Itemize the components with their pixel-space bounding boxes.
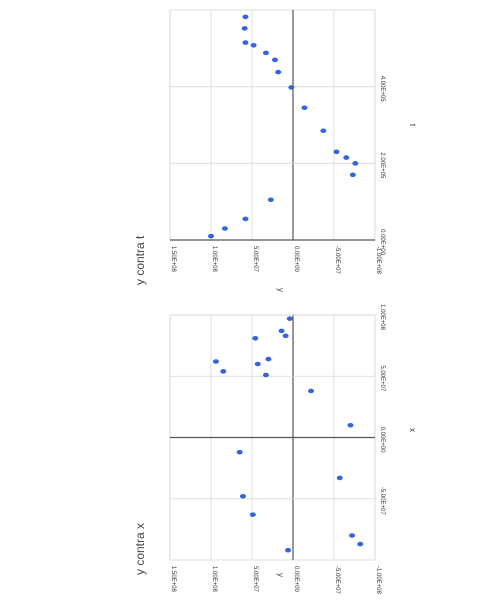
data-point bbox=[262, 372, 269, 378]
x-tick-label: 0.00E+00 bbox=[379, 427, 385, 454]
y-tick-label: -1.00E+08 bbox=[375, 246, 381, 275]
data-point bbox=[320, 128, 327, 134]
y-tick-label: 1.00E+08 bbox=[211, 246, 217, 273]
x-tick-label: 2.00E+05 bbox=[379, 152, 385, 179]
data-point bbox=[349, 172, 356, 178]
data-point bbox=[357, 541, 364, 547]
x-tick-label: 5.00E+07 bbox=[379, 365, 385, 392]
x-tick-label: 4.00E+05 bbox=[379, 76, 385, 103]
x-axis-label: t bbox=[408, 124, 417, 127]
y-tick-label: -5.00E+07 bbox=[334, 246, 340, 275]
y-tick-label: 1.00E+08 bbox=[211, 566, 217, 593]
data-point bbox=[286, 316, 293, 321]
y-axis-label: y bbox=[276, 573, 285, 577]
data-point bbox=[250, 42, 257, 48]
data-point bbox=[236, 449, 243, 455]
y-tick-label: 5.00E+07 bbox=[252, 566, 258, 593]
data-point bbox=[343, 155, 350, 160]
y-axis-label: y bbox=[276, 288, 285, 292]
y-tick-label: 0.00E+00 bbox=[293, 246, 299, 273]
data-point bbox=[333, 149, 340, 155]
data-point bbox=[278, 328, 285, 334]
data-point bbox=[267, 197, 274, 203]
data-point bbox=[262, 50, 269, 56]
data-point bbox=[220, 369, 227, 374]
data-point bbox=[221, 226, 228, 231]
data-point bbox=[242, 14, 249, 20]
data-point bbox=[265, 356, 272, 362]
data-point bbox=[347, 422, 354, 428]
data-point bbox=[301, 105, 308, 111]
y-tick-label: 0.00E+00 bbox=[293, 566, 299, 593]
plot-area-border bbox=[169, 9, 376, 241]
y-tick-label: -5.00E+07 bbox=[334, 566, 340, 595]
data-point bbox=[275, 69, 282, 75]
data-point bbox=[212, 359, 219, 364]
data-point bbox=[239, 494, 246, 499]
y-tick-label: 5.00E+07 bbox=[252, 246, 258, 273]
x-tick-label: 1.00E+08 bbox=[379, 304, 385, 331]
data-point bbox=[282, 333, 289, 339]
x-axis-label: x bbox=[408, 428, 417, 432]
y-tick-label: -1.00E+08 bbox=[375, 566, 381, 595]
chart-title: y contra x bbox=[133, 523, 147, 575]
data-point bbox=[241, 26, 248, 31]
x-tick-label: -5.00E+07 bbox=[379, 487, 385, 516]
data-point bbox=[349, 533, 356, 538]
chart-title: y contra t bbox=[133, 235, 147, 285]
data-point bbox=[249, 512, 256, 517]
data-point bbox=[352, 161, 359, 166]
data-point bbox=[252, 335, 259, 341]
data-point bbox=[242, 40, 249, 45]
data-point bbox=[288, 85, 295, 90]
data-point bbox=[285, 547, 292, 553]
data-point bbox=[242, 216, 249, 222]
data-point bbox=[208, 233, 214, 239]
data-point bbox=[254, 361, 261, 367]
y-tick-label: 1.50E+08 bbox=[170, 246, 176, 273]
data-point bbox=[271, 57, 278, 63]
y-tick-label: 1.50E+08 bbox=[170, 566, 176, 593]
x-tick-label: 0.00E+00 bbox=[379, 229, 385, 256]
data-point bbox=[336, 475, 343, 481]
data-point bbox=[308, 388, 315, 394]
